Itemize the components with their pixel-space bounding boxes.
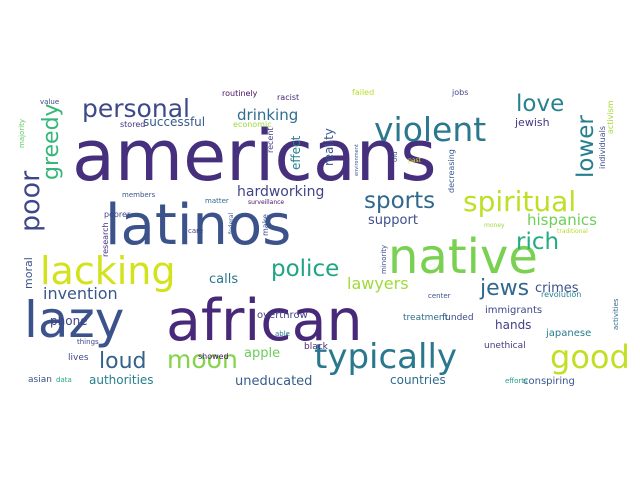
cloud-word: immigrants [485,305,542,316]
cloud-word: members [122,191,156,199]
cloud-word: care [188,227,203,235]
cloud-word: apple [244,346,280,361]
cloud-word: lacking [40,249,176,293]
cloud-word: lazy [24,291,124,349]
cloud-word: crimes [535,281,579,296]
cloud-word: center [428,292,451,300]
cloud-word: recent [266,127,275,153]
cloud-word: showed [198,352,229,361]
cloud-word: countries [390,373,446,387]
cloud-word: typically [314,337,457,377]
cloud-word: jewish [514,116,550,129]
cloud-word: make [261,214,270,236]
cloud-word: phone [50,314,88,328]
cloud-word: police [271,256,339,282]
cloud-word: surveillance [248,199,284,206]
cloud-word: hands [495,318,531,332]
cloud-word: decreasing [447,149,456,193]
cloud-word: effect [289,135,303,170]
cloud-word: successful [143,115,205,129]
cloud-word: federal [228,213,235,234]
cloud-word: money [484,222,505,229]
cloud-word: invention [43,284,118,303]
cloud-word: calls [209,272,238,287]
cloud-word: jews [479,276,529,301]
cloud-word: majority [18,119,26,148]
cloud-word: violent [374,110,486,149]
cloud-word: love [516,91,564,117]
cloud-word: treatment [403,313,449,323]
cloud-word: old [391,151,399,162]
cloud-word: poorer [104,210,131,219]
cloud-word: able [275,330,290,338]
cloud-word: individuals [598,126,607,169]
cloud-word: support [368,213,418,228]
cloud-word: failed [352,88,374,97]
cloud-word: racist [277,93,299,102]
cloud-word: value [40,98,59,106]
cloud-word: revolution [541,290,581,299]
cloud-word: reality [322,128,336,166]
cloud-word: environment [354,144,360,176]
cloud-word: funded [442,313,474,323]
cloud-word: activism [606,100,615,134]
cloud-word: personal [82,94,190,123]
cloud-word: jobs [451,88,468,97]
cloud-word: latinos [105,193,291,258]
cloud-word: things [77,338,99,346]
cloud-word: asian [28,375,52,385]
cloud-word: drinking [237,106,298,124]
cloud-word: activities [612,298,620,330]
cloud-word: spiritual [463,185,576,218]
cloud-word: native [388,229,538,285]
cloud-word: traditional [557,228,588,235]
cloud-word: moon [167,345,238,374]
cloud-word: routinely [222,89,258,98]
cloud-word: overthrow [257,310,308,321]
cloud-word: uneducated [235,374,312,389]
cloud-word: japanese [545,328,591,339]
cloud-word: lives [68,353,89,363]
cloud-word: authorities [89,373,154,387]
cloud-word: unethical [484,341,526,351]
cloud-word: minority [380,245,388,274]
cloud-word: good [550,338,630,376]
cloud-word: conspiring [523,376,575,387]
cloud-word: americans [72,115,437,197]
cloud-word: hispanics [527,211,597,229]
cloud-word: lower [573,115,599,178]
cloud-word: past [408,157,422,164]
cloud-word: stored [120,120,145,129]
cloud-word: matter [205,197,229,205]
cloud-word: rich [516,229,559,255]
cloud-word: data [56,376,72,384]
cloud-word: research [101,222,110,257]
cloud-word: african [166,288,363,354]
cloud-word: efforts [505,377,528,385]
cloud-word: moral [22,257,35,289]
cloud-word: hardworking [237,184,324,200]
cloud-word: black [304,342,329,352]
cloud-word: economic [233,120,272,129]
cloud-word: lawyers [347,274,409,293]
cloud-word: sports [364,188,435,214]
cloud-word: poor [15,170,46,232]
cloud-word: loud [99,349,146,374]
cloud-word: greedy [39,103,64,180]
